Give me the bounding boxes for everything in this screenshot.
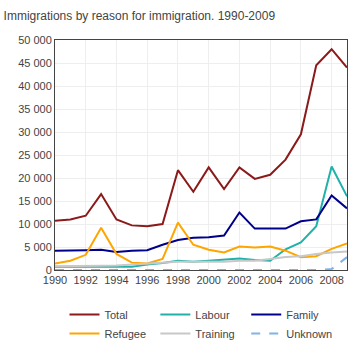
svg-text:0: 0 [46, 264, 52, 276]
svg-text:2000: 2000 [196, 274, 220, 286]
svg-text:Unknown: Unknown [286, 328, 332, 340]
svg-text:10 000: 10 000 [18, 218, 52, 230]
svg-text:2008: 2008 [319, 274, 343, 286]
svg-text:50 000: 50 000 [18, 34, 52, 46]
svg-text:Training: Training [195, 328, 234, 340]
svg-text:25 000: 25 000 [18, 149, 52, 161]
svg-text:35 000: 35 000 [18, 103, 52, 115]
svg-text:40 000: 40 000 [18, 80, 52, 92]
svg-text:45 000: 45 000 [18, 57, 52, 69]
svg-text:1994: 1994 [104, 274, 128, 286]
svg-text:Family: Family [286, 309, 319, 321]
svg-text:2006: 2006 [289, 274, 313, 286]
svg-text:30 000: 30 000 [18, 126, 52, 138]
svg-text:Labour: Labour [195, 309, 230, 321]
svg-text:2004: 2004 [258, 274, 282, 286]
svg-text:15 000: 15 000 [18, 195, 52, 207]
svg-text:Immigrations by reason for imm: Immigrations by reason for immigration. … [4, 9, 276, 23]
svg-text:5 000: 5 000 [24, 241, 52, 253]
svg-text:1992: 1992 [73, 274, 97, 286]
svg-text:1996: 1996 [135, 274, 159, 286]
svg-text:2002: 2002 [227, 274, 251, 286]
svg-text:20 000: 20 000 [18, 172, 52, 184]
svg-text:Refugee: Refugee [105, 328, 147, 340]
svg-text:1990: 1990 [43, 274, 67, 286]
svg-text:Total: Total [105, 309, 128, 321]
svg-text:1998: 1998 [166, 274, 190, 286]
